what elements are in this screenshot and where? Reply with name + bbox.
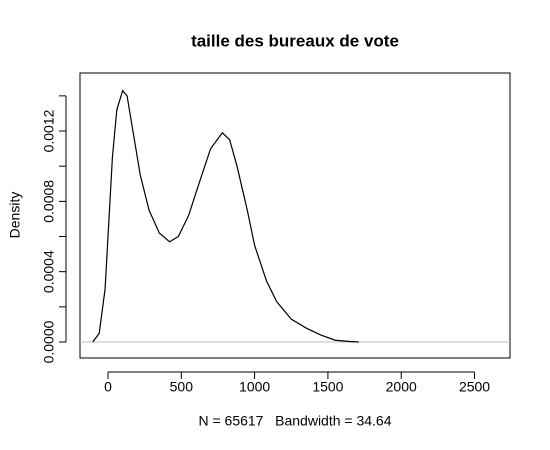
y-tick-label: 0.0012 (41, 109, 57, 152)
y-axis-label: Density (7, 192, 23, 239)
density-line (92, 89, 359, 343)
x-axis-label: N = 65617 Bandwidth = 34.64 (198, 413, 391, 429)
x-tick-label: 2500 (459, 379, 490, 395)
x-tick-label: 1000 (239, 379, 270, 395)
x-tick-label: 1500 (312, 379, 343, 395)
x-tick-label: 500 (170, 379, 194, 395)
plot-frame (79, 72, 511, 359)
x-tick-label: 0 (104, 379, 112, 395)
chart-title: taille des bureaux de vote (191, 31, 399, 50)
y-tick-label: 0.0008 (41, 180, 57, 223)
y-tick-label: 0.0000 (41, 320, 57, 363)
x-tick-label: 2000 (386, 379, 417, 395)
y-tick-label: 0.0004 (41, 250, 57, 293)
